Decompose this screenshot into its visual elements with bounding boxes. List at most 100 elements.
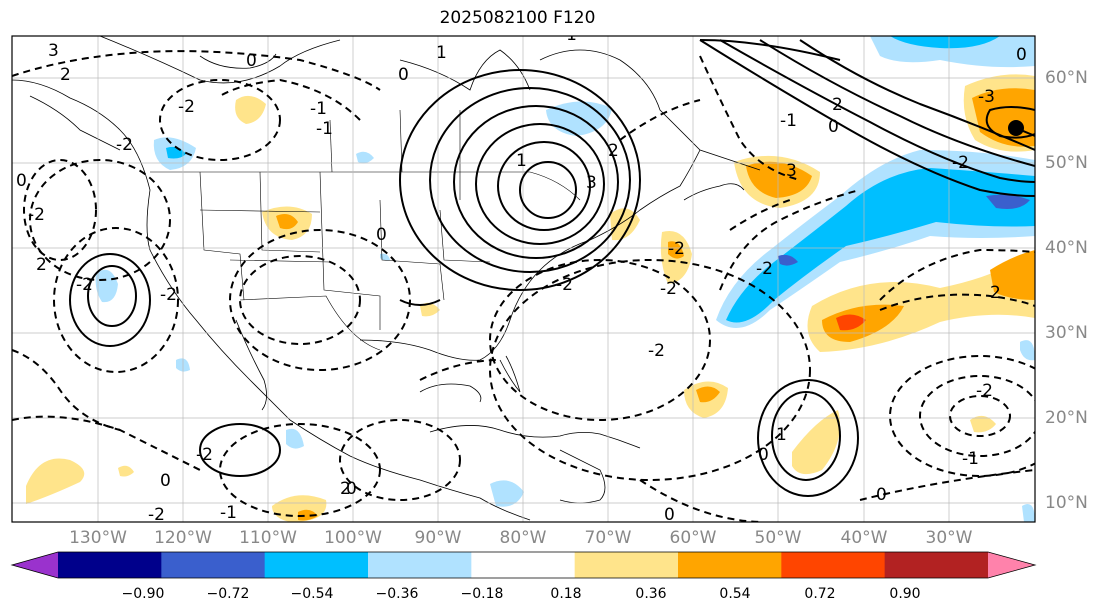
- anomaly-positive-patch: [420, 302, 440, 317]
- map-title: 2025082100 F120: [439, 8, 596, 28]
- map-frame: [11, 35, 1036, 523]
- contour-label: 0: [828, 117, 839, 137]
- contour-label: 0: [758, 445, 769, 465]
- contour-label: -3: [978, 87, 995, 107]
- colorbar-segment: [678, 552, 782, 578]
- contour-label: -1: [962, 449, 979, 469]
- anomaly-positive-patch: [235, 95, 266, 124]
- anomaly-positive-patch: [990, 250, 1035, 300]
- colorbar-segment: [368, 552, 472, 578]
- contour-label: -2: [160, 285, 177, 305]
- anomaly-positive-patch: [696, 386, 720, 403]
- colorbar-tick-label: −0.90: [121, 586, 165, 602]
- contour-label: 3: [586, 173, 597, 193]
- contours-positive: [69, 39, 1035, 497]
- colorbar-extend-high: [988, 552, 1035, 578]
- contour-label: -2: [660, 279, 677, 299]
- lon-label: 50°W: [754, 528, 802, 548]
- contour-label: -1: [316, 119, 333, 139]
- anomaly-positive-patch: [970, 415, 996, 433]
- anomaly-positive-patch: [118, 465, 134, 477]
- contour-label: 2: [832, 95, 843, 115]
- storm-center-marker[interactable]: [1008, 120, 1035, 137]
- colorbar-tick-label: 0.36: [635, 586, 667, 602]
- contour-label: -2: [556, 275, 573, 295]
- contour-label: 0: [246, 51, 257, 71]
- lat-label: 10°N: [1045, 493, 1088, 513]
- colorbar-tick-label: 0.72: [804, 586, 836, 602]
- colorbar-tick-label: −0.36: [375, 586, 419, 602]
- contour-label: -2: [148, 505, 165, 525]
- lat-label: 30°N: [1045, 323, 1088, 343]
- contour-label: -2: [116, 135, 133, 155]
- lon-label: 70°W: [584, 528, 632, 548]
- contour-label: -2: [668, 239, 685, 259]
- colorbar-tick-label: −0.18: [460, 586, 504, 602]
- anomaly-positive-patch: [26, 458, 85, 504]
- colorbar-tick-label: −0.54: [290, 586, 334, 602]
- colorbar-segment: [161, 552, 266, 578]
- contour-label: -2: [756, 259, 773, 279]
- contour-label: 0: [346, 479, 357, 499]
- anomaly-negative-band: [890, 36, 1000, 49]
- lon-label: 80°W: [499, 528, 547, 548]
- contour-label: -2: [178, 97, 195, 117]
- contour-label: -2: [76, 275, 93, 295]
- anomaly-negative-patch: [490, 480, 524, 507]
- lon-label: 90°W: [414, 528, 462, 548]
- contour-label: 0: [664, 505, 675, 525]
- colorbar-segment: [264, 552, 369, 578]
- contour-label: 0: [160, 471, 171, 491]
- contour-label: -2: [28, 205, 45, 225]
- colorbar-tick-label: 0.54: [719, 586, 751, 602]
- weather-map[interactable]: 3 2 0 -2 -1 1 0 -2 2 -2 3 2 -2 -1 0 -2 0…: [0, 0, 1105, 548]
- contour-label: 0: [398, 65, 409, 85]
- anomaly-negative-core: [986, 194, 1030, 209]
- contour-label: -2: [196, 445, 213, 465]
- anomaly-positive-patch: [792, 410, 840, 475]
- lat-label: 60°N: [1045, 68, 1088, 88]
- contour-label: -1: [310, 99, 327, 119]
- anomaly-shading: [26, 36, 1035, 522]
- lon-label: 60°W: [669, 528, 717, 548]
- contour-label: 1: [776, 425, 787, 445]
- contour-labels: 3 2 0 -2 -1 1 0 -2 2 -2 3 2 -2 -1 0 -2 0…: [16, 36, 1027, 525]
- contour-label: -2: [952, 153, 969, 173]
- colorbar-segment: [471, 552, 576, 578]
- anomaly-negative-patch: [286, 428, 304, 449]
- contour-label: 2: [36, 255, 47, 275]
- storm-center-dot: [1008, 120, 1024, 136]
- lon-label: 110°W: [239, 528, 297, 548]
- colorbar-segment: [574, 552, 679, 578]
- anomaly-negative-patch: [380, 253, 390, 261]
- lon-label: 130°W: [69, 528, 127, 548]
- colorbar-tick-label: 0.18: [550, 586, 582, 602]
- contour-label: 0: [1016, 45, 1027, 65]
- anomaly-negative-patch: [95, 269, 118, 303]
- colorbar-tick-label: 0.90: [889, 586, 921, 602]
- colorbar-segment: [781, 552, 886, 578]
- contour-label: 2: [60, 65, 71, 85]
- anomaly-negative-core: [778, 254, 798, 266]
- anomaly-negative-patch: [1020, 340, 1035, 361]
- anomaly-positive-patch: [298, 509, 318, 521]
- contour-label: -2: [648, 341, 665, 361]
- anomaly-positive-patch: [836, 314, 866, 331]
- contour-label: 0: [376, 225, 387, 245]
- contour-label: 1: [436, 43, 447, 63]
- lon-label: 120°W: [154, 528, 212, 548]
- lat-label: 20°N: [1045, 408, 1088, 428]
- anomaly-positive-patch: [276, 214, 298, 230]
- contour-label: 3: [48, 41, 59, 61]
- contour-label: 3: [786, 161, 797, 181]
- lon-label: 40°W: [840, 528, 888, 548]
- contour-label: -2: [976, 381, 993, 401]
- contour-label: 2: [340, 479, 351, 499]
- colorbar-segment: [884, 552, 989, 578]
- colorbar-segment: [58, 552, 162, 578]
- anomaly-positive-patch: [746, 161, 812, 198]
- contour-label: 0: [16, 171, 27, 191]
- lon-label: 100°W: [324, 528, 382, 548]
- contours-negative: [12, 50, 1035, 522]
- colorbar-extend-low: [12, 552, 58, 578]
